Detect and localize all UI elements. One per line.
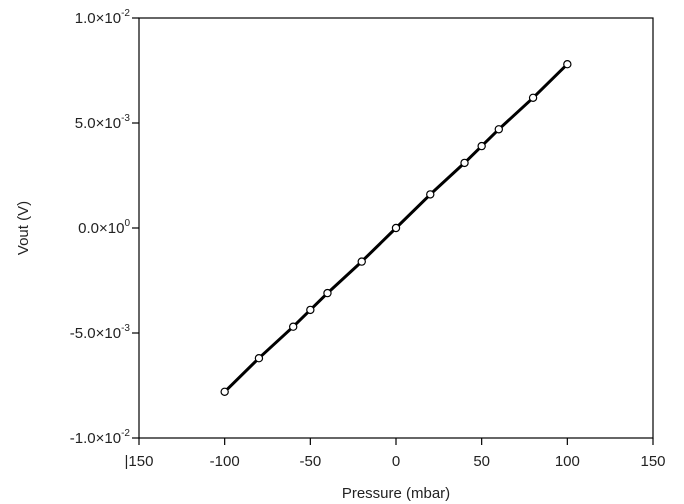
series-layer bbox=[220, 59, 572, 396]
y-tick-label: 0.0×100 bbox=[78, 218, 130, 237]
data-point bbox=[477, 141, 486, 151]
data-point bbox=[254, 354, 264, 363]
data-point bbox=[391, 223, 401, 233]
data-point bbox=[460, 158, 469, 168]
x-tick-label: 100 bbox=[555, 453, 580, 470]
y-tick-label: -1.0×10-2 bbox=[70, 428, 131, 447]
data-point bbox=[563, 59, 572, 69]
x-axis-title: Pressure (mbar) bbox=[342, 485, 450, 502]
data-point bbox=[528, 93, 538, 103]
y-axis-ticks: 1.0×10-2 5.0×10-3 0.0×100 -5.0×10-3 -1.0×10-… bbox=[70, 8, 139, 447]
x-tick-label: |150 bbox=[125, 453, 154, 470]
x-axis-ticks: |150 -100 -50 0 50 100 150 bbox=[125, 438, 666, 470]
x-tick-label: 150 bbox=[640, 453, 665, 470]
data-point bbox=[357, 257, 366, 266]
data-point bbox=[306, 305, 315, 315]
data-point bbox=[220, 387, 229, 396]
y-tick-label: -5.0×10-3 bbox=[70, 323, 131, 342]
data-point bbox=[426, 190, 435, 199]
y-tick-label: 5.0×10-3 bbox=[75, 113, 131, 132]
x-tick-label: 50 bbox=[473, 453, 490, 470]
x-tick-label: -50 bbox=[299, 453, 321, 470]
data-point bbox=[323, 288, 332, 298]
data-point bbox=[289, 322, 298, 331]
data-point bbox=[494, 125, 503, 134]
y-axis-title: Vout (V) bbox=[15, 201, 32, 255]
y-tick-label: 1.0×10-2 bbox=[75, 8, 131, 27]
x-tick-label: 0 bbox=[392, 453, 400, 470]
x-tick-label: -100 bbox=[210, 453, 240, 470]
